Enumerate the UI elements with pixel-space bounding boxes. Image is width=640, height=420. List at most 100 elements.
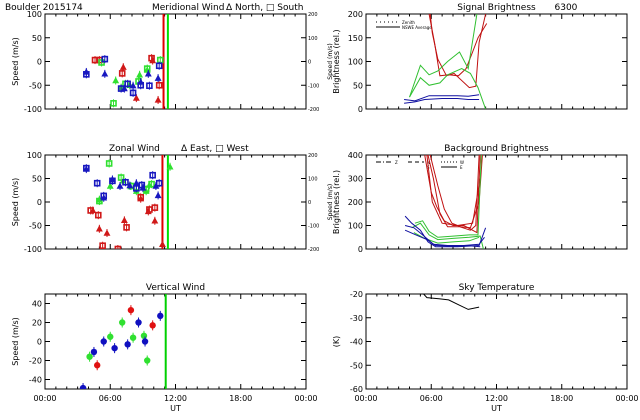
y-tick-label: -50 [350, 361, 363, 370]
plot-frame [365, 154, 628, 250]
data-point [79, 384, 87, 389]
legend-label: Z [395, 160, 398, 165]
data-point [119, 319, 126, 326]
data-point-triangle [126, 181, 134, 189]
x-tick-label: 00:00 [615, 394, 638, 403]
y-right-tick-label: -100 [308, 83, 319, 89]
y-right-tick-label: 200 [308, 153, 318, 159]
data-point-triangle [159, 240, 166, 247]
data-point [129, 334, 137, 341]
plot-area [79, 294, 167, 389]
data-point-triangle [136, 71, 144, 78]
y-tick-label: 0 [358, 245, 363, 254]
plot-frame [44, 13, 307, 110]
y-axis-label: Speed (m/s) [11, 317, 20, 366]
data-point-square [118, 70, 126, 77]
y-axis-label: (K) [332, 336, 341, 348]
y-axis-label: Brightness (rel.) [332, 170, 341, 234]
legend-label-average: NSWE Average [402, 25, 432, 30]
y-right-tick-label: 100 [308, 36, 318, 42]
data-point-triangle [120, 216, 128, 224]
y-tick-label: -100 [24, 245, 42, 254]
data-point-triangle [112, 76, 120, 84]
data-point-triangle [132, 94, 140, 101]
y-tick-label: 0 [358, 105, 363, 114]
y-tick-label: -50 [29, 222, 42, 231]
y-tick-label: -100 [24, 105, 42, 114]
y-tick-label: 100 [348, 58, 363, 67]
data-point-square [110, 100, 117, 107]
plot-frame [44, 293, 307, 390]
data-point [157, 312, 164, 320]
data-point-square [122, 178, 129, 186]
y-tick-label: 150 [348, 34, 363, 43]
data-point-square [137, 81, 144, 89]
data-point-square [148, 180, 155, 188]
series-line-red-4 [426, 155, 481, 227]
x-tick-label: 00:00 [354, 394, 377, 403]
data-point [149, 322, 156, 329]
y-tick-label: 200 [348, 198, 363, 207]
data-point-triangle [82, 165, 90, 172]
header-title: Boulder 2015174 [5, 3, 83, 13]
series-line-red-2 [428, 14, 488, 77]
data-point-square [155, 179, 163, 187]
y-tick-label: -20 [29, 357, 42, 366]
data-point-square [91, 56, 99, 64]
data-point-triangle [166, 163, 174, 170]
chart-title: Signal Brightness [457, 3, 536, 13]
data-point-square [94, 211, 102, 219]
data-point-square [146, 82, 153, 90]
legend-label: W [460, 160, 464, 165]
data-point-square [123, 224, 130, 231]
chart-signal: Signal Brightness 6300 200 150 100 50 0 Brightn… [332, 3, 628, 114]
series-line-red-1 [427, 155, 480, 231]
plot-frame [365, 293, 628, 390]
y-tick-label: -30 [350, 314, 363, 323]
series-line-red-1 [429, 14, 487, 89]
series-line-green-1 [409, 14, 478, 98]
chart-title: Vertical Wind [146, 283, 205, 293]
series-line-blue-3 [404, 229, 481, 248]
y-right-tick-label: 0 [308, 60, 311, 66]
data-point [94, 362, 101, 369]
legend-label-zenith: Zenith [402, 20, 415, 25]
data-point [100, 338, 107, 345]
data-point [140, 332, 148, 339]
data-point [127, 306, 135, 314]
chart-meridional: Boulder 2015174 Meridional Wind Δ North, □… [5, 3, 334, 114]
data-point-square [137, 194, 144, 201]
plot-area: Z NSWE [376, 155, 487, 249]
y-tick-label: -40 [350, 338, 363, 347]
data-point-triangle [154, 74, 162, 81]
x-tick-label: 18:00 [229, 394, 252, 403]
data-point-triangle [154, 96, 162, 103]
y-tick-label: 200 [348, 10, 363, 19]
data-point [144, 357, 151, 364]
data-point-square [129, 89, 137, 97]
data-point [107, 333, 114, 340]
y-right-axis-label: Speed (m/s) [327, 43, 334, 79]
data-point-triangle [101, 70, 109, 77]
series-line-blue-2 [404, 98, 480, 104]
x-tick-label: 06:00 [420, 394, 443, 403]
data-point-square [101, 55, 109, 63]
chart-title: Meridional Wind [152, 3, 224, 13]
series-line-red-2 [429, 155, 483, 229]
data-point-triangle [95, 196, 103, 203]
plot-area [423, 294, 480, 310]
y-tick-label: 20 [32, 319, 42, 328]
y-tick-label: 50 [32, 34, 42, 43]
y-tick-label: 400 [348, 151, 363, 160]
series-line-sky-temp [423, 294, 480, 310]
x-tick-label: 12:00 [485, 394, 508, 403]
series-line-red-3 [424, 155, 481, 234]
title-legend: Δ North, □ South [226, 3, 303, 13]
chart-vertical: Vertical Wind 40 20 0 -20 -40 Speed (m/s) 00:00… [11, 283, 318, 413]
y-tick-label: -60 [350, 385, 363, 394]
y-tick-label: 0 [37, 338, 42, 347]
y-tick-label: 0 [37, 58, 42, 67]
x-axis-label: UT [170, 404, 181, 413]
data-point-square [109, 177, 116, 185]
